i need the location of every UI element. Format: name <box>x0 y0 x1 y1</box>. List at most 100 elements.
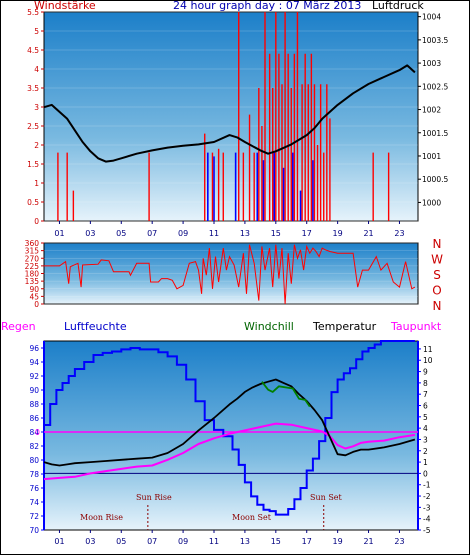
temperature-tick-label: 11 <box>423 345 433 354</box>
x-tick-label: 01 <box>54 229 64 238</box>
humidity-line <box>44 340 415 516</box>
x-tick-label: 17 <box>302 537 312 546</box>
direction-tick-label: 270 <box>25 254 40 263</box>
x-tick-label: 11 <box>209 537 219 546</box>
wind-axis-title: Windstärke <box>34 0 96 12</box>
direction-tick-label: 225 <box>25 262 40 271</box>
temperature-tick-label: 3 <box>423 435 428 444</box>
pressure-line <box>43 64 416 163</box>
wind-tick-label: 2 <box>34 141 39 150</box>
temperature-label: Temperatur <box>312 320 377 333</box>
direction-tick-label: 135 <box>25 277 40 286</box>
temperature-humidity-x-axis: 01 03 05 07 09 11 13 15 17 19 21 23 <box>54 530 405 546</box>
wind-tick-label: 4 <box>34 65 39 74</box>
temperature-y-axis: -5 -4 -3 -2 -1 0 1 2 3 4 5 6 7 8 9 10 11 <box>418 345 433 535</box>
temperature-tick-label: 6 <box>423 402 428 411</box>
moon-set-annotation: Moon Set <box>232 513 272 522</box>
temperature-tick-label: 1 <box>423 458 428 467</box>
wind-speed-bars <box>57 12 390 221</box>
moon-rise-annotation: Moon Rise <box>80 513 123 522</box>
pressure-series <box>43 64 416 163</box>
temperature-tick-label: 4 <box>423 424 428 433</box>
regen-label: Regen <box>1 320 36 333</box>
wind-pressure-x-axis: 01 03 05 07 09 11 13 15 17 19 21 23 <box>54 221 405 238</box>
compass-label-n: N <box>433 237 442 251</box>
gust-bars <box>207 152 314 221</box>
wind-tick-label: 0 <box>34 217 39 226</box>
wind-pressure-panel: 00.511.522.533.544.555.5 10001000.510011… <box>27 8 448 238</box>
direction-tick-label: 45 <box>29 292 39 301</box>
x-tick-label: 05 <box>116 229 126 238</box>
compass-label-w: W <box>431 253 443 267</box>
wind-tick-label: 1 <box>34 179 39 188</box>
temperature-tick-label: 9 <box>423 368 428 377</box>
chart-title: 24 hour graph day : 07 März 2013 <box>173 0 361 12</box>
x-tick-label: 11 <box>209 229 219 238</box>
regen-zero-tick: 0 <box>35 428 40 437</box>
pressure-tick-label: 1002 <box>422 106 441 115</box>
x-tick-label: 07 <box>147 229 157 238</box>
x-tick-label: 01 <box>54 537 64 546</box>
humidity-tick-label: 92 <box>29 372 39 381</box>
temperature-tick-label: 10 <box>423 356 433 365</box>
compass-label-s: S <box>433 268 441 282</box>
wind-direction-gridlines <box>44 242 418 305</box>
temperature-tick-label: -3 <box>423 503 431 512</box>
x-tick-label: 15 <box>271 537 281 546</box>
temperature-tick-label: -2 <box>423 492 431 501</box>
direction-tick-label: 180 <box>25 270 40 279</box>
pressure-tick-label: 1000.5 <box>422 175 448 184</box>
x-tick-label: 23 <box>394 229 404 238</box>
pressure-axis-title: Luftdruck <box>372 0 424 12</box>
wind-tick-label: 1.5 <box>27 160 39 169</box>
humidity-label: Luftfeuchte <box>64 320 127 333</box>
compass-label-o: O <box>432 284 441 298</box>
wind-tick-label: 2.5 <box>27 122 39 131</box>
wind-tick-label: 0.5 <box>27 198 39 207</box>
humidity-tick-label: 84 <box>29 428 39 437</box>
x-tick-label: 05 <box>116 537 126 546</box>
temperature-tick-label: -1 <box>423 481 431 490</box>
windchill-label: Windchill <box>244 320 294 333</box>
x-tick-label: 21 <box>363 537 373 546</box>
humidity-tick-label: 76 <box>29 484 39 493</box>
humidity-tick-label: 78 <box>29 470 39 479</box>
wind-tick-label: 5.5 <box>27 8 39 17</box>
humidity-tick-label: 74 <box>29 498 39 507</box>
wind-y-axis: 0 0.5 1 1.5 2 2.5 3 3.5 4 4.5 5 5.5 <box>27 8 44 226</box>
wind-direction-line <box>44 244 416 305</box>
dewpoint-label: Taupunkt <box>390 320 442 333</box>
x-tick-label: 09 <box>178 537 188 546</box>
x-tick-label: 03 <box>85 229 95 238</box>
x-tick-label: 03 <box>85 537 95 546</box>
pressure-tick-label: 1002.5 <box>422 82 448 91</box>
temperature-tick-label: -4 <box>423 515 431 524</box>
pressure-tick-label: 1000 <box>422 198 441 207</box>
pressure-y-axis: 1000 1000.5 1001 1001.5 1002 1002.5 1003 1003.5… <box>418 13 448 207</box>
temperature-line <box>43 378 416 467</box>
pressure-tick-label: 1003 <box>422 59 441 68</box>
temperature-tick-label: 0 <box>423 469 428 478</box>
direction-tick-label: 360 <box>25 239 40 248</box>
x-tick-label: 17 <box>302 229 312 238</box>
x-tick-label: 15 <box>271 229 281 238</box>
pressure-tick-label: 1001 <box>422 152 441 161</box>
wind-pressure-plot-area <box>43 11 419 222</box>
humidity-tick-label: 82 <box>29 442 39 451</box>
temperature-humidity-series <box>43 340 416 516</box>
wind-tick-label: 3.5 <box>27 84 39 93</box>
sun-set-annotation: Sun Set <box>310 493 343 502</box>
temperature-tick-label: 5 <box>423 413 428 422</box>
direction-tick-label: 0 <box>34 300 39 309</box>
wind-tick-label: 5 <box>34 27 39 36</box>
pressure-tick-label: 1001.5 <box>422 129 448 138</box>
wind-direction-series <box>44 244 416 305</box>
x-tick-label: 19 <box>333 229 343 238</box>
x-tick-label: 19 <box>333 537 343 546</box>
wind-tick-label: 4.5 <box>27 46 39 55</box>
